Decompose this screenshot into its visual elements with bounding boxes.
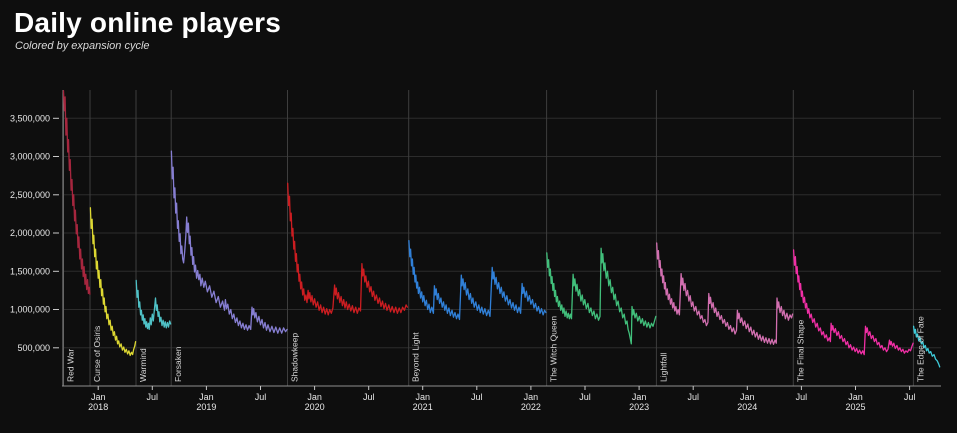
expansion-label-red-war: Red War	[66, 349, 76, 382]
x-tick-label: Jul	[255, 392, 267, 402]
x-tick-label: Jul	[363, 392, 375, 402]
series-line-warmind	[135, 279, 172, 331]
y-tick-label: 1,500,000	[10, 266, 50, 276]
x-tick-year-label: 2019	[196, 402, 216, 412]
x-tick-year-label: 2022	[521, 402, 541, 412]
x-tick-label: Jul	[579, 392, 591, 402]
expansion-label-the-witch-queen: The Witch Queen	[549, 316, 559, 382]
expansion-label-beyond-light: Beyond Light	[411, 332, 421, 382]
expansion-label-lightfall: Lightfall	[658, 353, 668, 382]
x-tick-year-label: 2023	[629, 402, 649, 412]
chart-subtitle: Colored by expansion cycle	[15, 40, 150, 52]
x-tick-year-label: 2024	[737, 402, 757, 412]
x-tick-year-label: 2018	[88, 402, 108, 412]
x-tick-label: Jan	[199, 392, 214, 402]
x-tick-label: Jan	[632, 392, 647, 402]
x-tick-label: Jul	[147, 392, 159, 402]
x-tick-label: Jul	[687, 392, 699, 402]
x-tick-year-label: 2021	[413, 402, 433, 412]
y-tick-label: 3,000,000	[10, 152, 50, 162]
series-line-forsaken	[170, 150, 288, 334]
expansion-label-curse-of-osiris: Curse of Osiris	[92, 326, 102, 382]
x-tick-label: Jul	[904, 392, 916, 402]
page-title: Daily online players	[14, 7, 281, 38]
series-line-the-witch-queen	[546, 247, 657, 345]
y-tick-label: 500,000	[17, 343, 50, 353]
x-tick-label: Jan	[415, 392, 430, 402]
x-tick-label: Jan	[740, 392, 755, 402]
expansion-label-the-final-shape: The Final Shape	[795, 319, 805, 382]
series-line-curse-of-osiris	[89, 207, 137, 357]
x-tick-year-label: 2025	[845, 402, 865, 412]
x-tick-label: Jan	[307, 392, 322, 402]
expansion-label-shadowkeep: Shadowkeep	[290, 333, 300, 382]
series-line-shadowkeep	[287, 182, 409, 316]
x-tick-label: Jan	[91, 392, 106, 402]
expansion-label-the-edge-of-fate: The Edge of Fate	[915, 316, 925, 382]
series-line-the-edge-of-fate	[912, 325, 941, 368]
x-tick-label: Jan	[848, 392, 863, 402]
series-line-lightfall	[656, 242, 794, 345]
expansion-label-forsaken: Forsaken	[173, 346, 183, 382]
series-line-the-final-shape	[792, 249, 914, 356]
y-tick-label: 3,500,000	[10, 113, 50, 123]
y-tick-label: 1,000,000	[10, 305, 50, 315]
y-tick-label: 2,000,000	[10, 228, 50, 238]
series-line-beyond-light	[408, 240, 547, 321]
x-tick-label: Jul	[471, 392, 483, 402]
x-tick-year-label: 2020	[305, 402, 325, 412]
x-tick-label: Jan	[524, 392, 539, 402]
expansion-label-warmind: Warmind	[138, 348, 148, 382]
x-tick-label: Jul	[796, 392, 808, 402]
y-tick-label: 2,500,000	[10, 190, 50, 200]
series-line-red-war	[62, 90, 91, 295]
chart-header: Daily online players Colored by expansio…	[14, 7, 281, 52]
